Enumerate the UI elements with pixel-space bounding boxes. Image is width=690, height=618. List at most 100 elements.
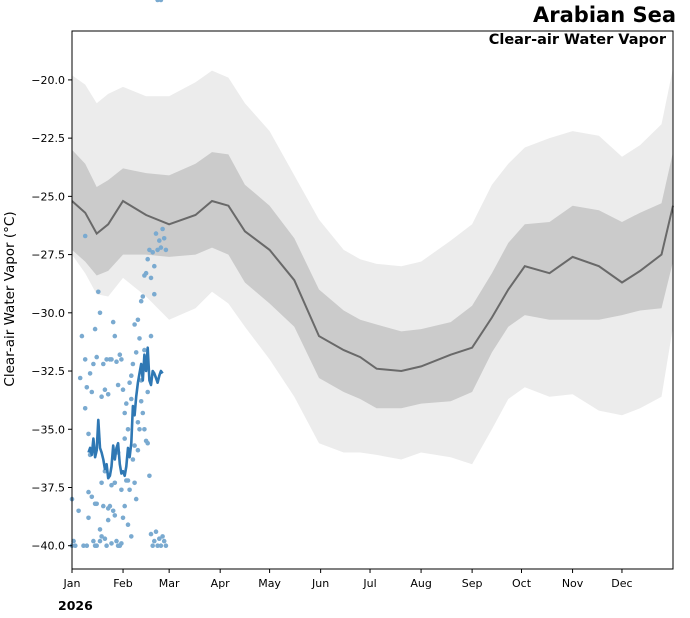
observation-point: [89, 389, 95, 395]
observation-point: [140, 294, 146, 299]
observation-point: [129, 373, 134, 379]
x-tick-label: Mar: [159, 577, 180, 590]
x-tick-label: Aug: [410, 577, 431, 590]
observation-point: [142, 347, 147, 353]
observation-point: [158, 245, 164, 250]
y-tick-label: −25.0: [31, 190, 65, 203]
observation-point: [161, 236, 167, 241]
observation-point: [104, 357, 109, 362]
observation-point: [89, 494, 95, 500]
observation-point: [160, 226, 165, 232]
observation-point: [117, 352, 123, 358]
observation-point: [163, 247, 169, 253]
axes: −20.0 −22.5 −25.0 −27.5 −30.0 −32.5 −35.0 −37.5…: [31, 30, 674, 590]
observation-point: [96, 289, 101, 295]
observation-point: [130, 361, 136, 367]
observation-point: [110, 319, 116, 325]
observation-point: [104, 543, 109, 548]
x-tick-label: Feb: [113, 577, 132, 590]
observation-point: [114, 538, 119, 544]
observation-point: [99, 534, 104, 539]
observation-point: [129, 534, 134, 539]
observation-point: [122, 436, 127, 441]
chart-title: Arabian Sea: [533, 3, 676, 27]
observation-points: [69, 0, 169, 548]
observation-point: [82, 406, 88, 411]
observation-point: [86, 431, 91, 437]
median-line: [71, 199, 674, 373]
observation-point: [127, 380, 132, 386]
observation-point: [125, 522, 131, 527]
observation-point: [161, 538, 167, 544]
observation-point: [150, 543, 155, 548]
observation-point: [163, 543, 169, 548]
observation-point: [125, 427, 131, 432]
observation-point: [137, 427, 142, 432]
climatology-bands: [72, 68, 673, 465]
observation-point: [132, 443, 137, 448]
observation-point: [105, 517, 111, 523]
observation-point: [97, 538, 103, 544]
observation-point: [152, 291, 157, 297]
observation-point: [145, 389, 150, 395]
observation-point: [160, 534, 165, 539]
observation-point: [91, 538, 96, 544]
observation-point: [73, 543, 78, 548]
observation-point: [109, 357, 114, 362]
observation-point: [77, 375, 83, 381]
observation-point: [132, 322, 137, 327]
observation-point: [105, 392, 111, 397]
x-axis-year-label: 2026: [58, 598, 93, 613]
chart-subtitle: Clear-air Water Vapor: [488, 32, 666, 48]
observation-point: [152, 263, 157, 269]
observation-point: [129, 396, 134, 402]
y-tick-label: −32.5: [31, 365, 65, 378]
observation-point: [133, 350, 139, 355]
observation-point: [133, 496, 139, 502]
observation-point: [132, 480, 137, 486]
observation-point: [148, 531, 154, 537]
observation-point: [86, 489, 91, 495]
observation-point: [87, 371, 93, 376]
observation-point: [82, 357, 88, 362]
observation-point: [114, 359, 119, 365]
observation-point: [143, 270, 149, 276]
observation-point: [79, 333, 85, 339]
observation-point: [99, 394, 104, 400]
observation-point: [120, 387, 126, 393]
observation-point: [148, 333, 154, 339]
current-year-line-group: [87, 346, 164, 480]
y-tick-label: −27.5: [31, 249, 65, 262]
observation-point: [94, 501, 99, 507]
observation-point: [102, 536, 108, 541]
y-tick-label: −40.0: [31, 540, 65, 553]
observation-point: [150, 250, 155, 255]
observation-point: [122, 410, 127, 416]
y-tick-label: −35.0: [31, 423, 65, 436]
current-year-line: [87, 346, 164, 480]
observation-point: [102, 387, 108, 393]
observation-point: [105, 506, 111, 511]
observation-point: [101, 361, 106, 367]
observation-point: [155, 543, 160, 548]
observation-point: [84, 543, 90, 548]
observation-point: [119, 487, 124, 493]
observation-point: [82, 233, 88, 239]
y-tick-label: −22.5: [31, 132, 65, 145]
observation-point: [92, 543, 98, 548]
observation-point: [92, 326, 98, 332]
observation-point: [120, 515, 126, 521]
observation-point: [152, 538, 157, 544]
observation-point: [76, 508, 81, 514]
observation-point: [135, 317, 141, 323]
observation-point: [147, 247, 152, 253]
observation-point: [145, 256, 150, 262]
x-tick-label: Nov: [562, 577, 584, 590]
observation-point: [97, 310, 103, 316]
observation-point: [158, 0, 164, 3]
x-tick-label: Apr: [211, 577, 231, 590]
observation-point: [145, 440, 150, 446]
observation-point: [122, 503, 127, 509]
observation-point: [135, 447, 141, 453]
